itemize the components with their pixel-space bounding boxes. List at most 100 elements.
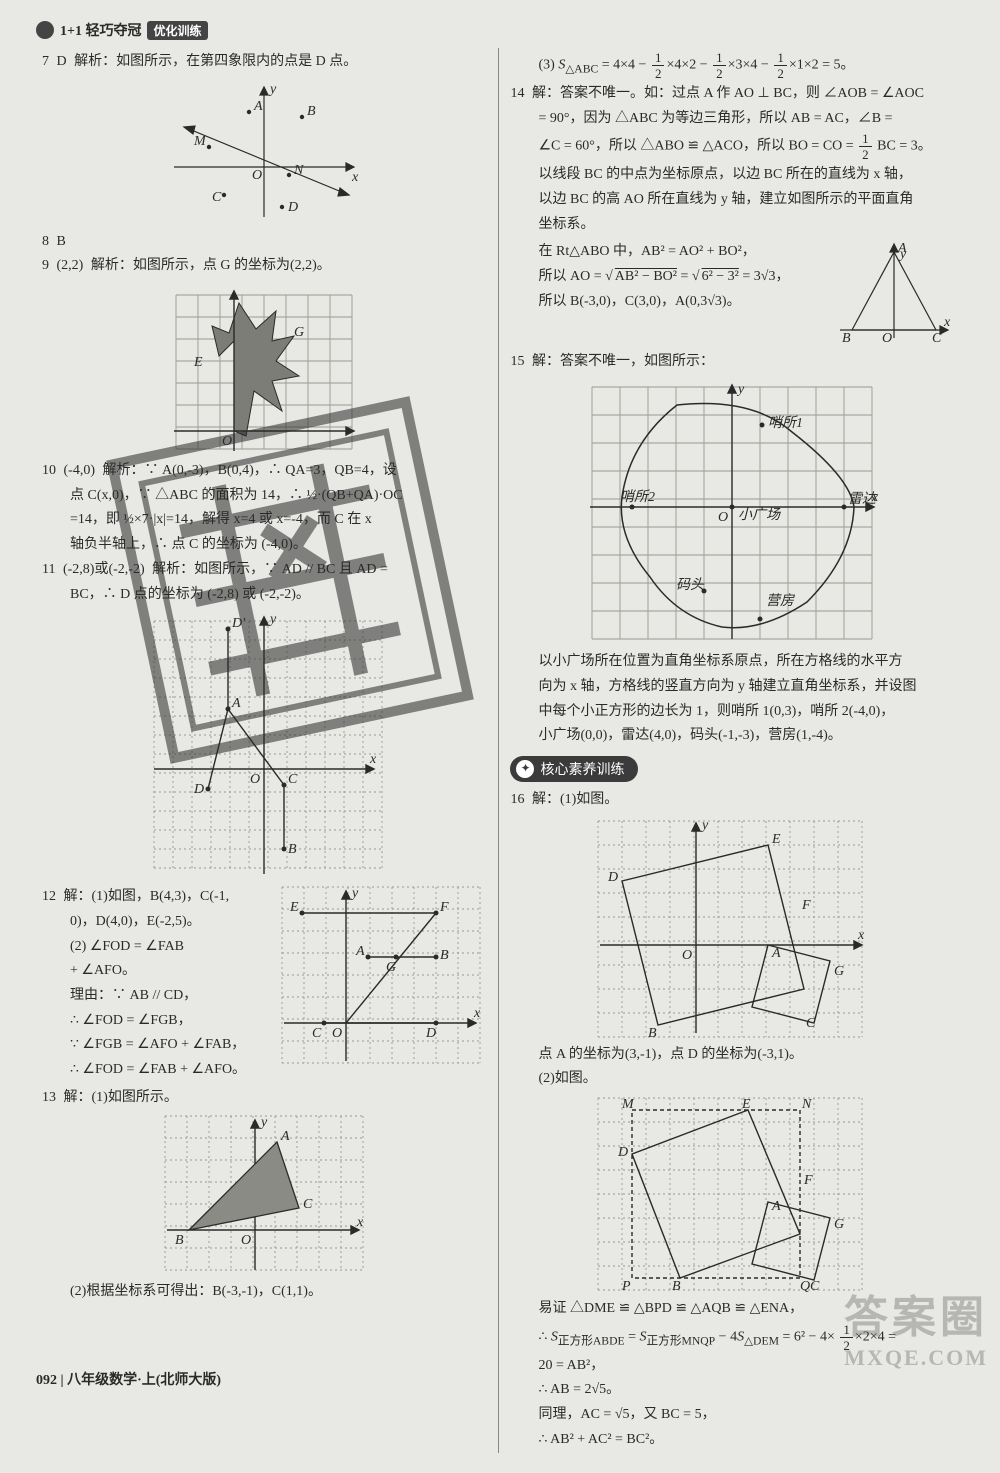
- svg-text:D': D': [231, 616, 246, 631]
- svg-text:哨所1: 哨所1: [768, 415, 803, 431]
- svg-text:E: E: [741, 1097, 751, 1112]
- svg-text:y: y: [700, 818, 709, 833]
- q12-l5: ∴ ∠FOD = ∠FGB，: [42, 1010, 266, 1032]
- q15-l2a: 以小广场所在位置为直角坐标系原点，所在方格线的水平方: [510, 651, 954, 673]
- svg-text:O: O: [222, 434, 232, 449]
- q12-l2: (2) ∠FOD = ∠FAB: [42, 936, 266, 958]
- q9-figure: O G E: [164, 281, 364, 456]
- brand-text: 1+1 轻巧夺冠: [60, 20, 141, 40]
- q12-l7: ∴ ∠FOD = ∠FAB + ∠AFO。: [42, 1059, 266, 1081]
- svg-text:M: M: [621, 1097, 635, 1112]
- svg-text:D: D: [425, 1026, 436, 1041]
- left-column: 7 D 解析：如图所示，在第四象限内的点是 D 点。 A B M N C D O: [36, 48, 492, 1453]
- q12-figure: E F A G B C D Oxy: [276, 883, 486, 1068]
- q14-l8: 所以 B(-3,0)，C(3,0)，A(0,3√3)。: [510, 291, 826, 313]
- svg-text:y: y: [736, 382, 745, 397]
- page-footer: 092 | 八年级数学·上(北师大版): [36, 1369, 221, 1389]
- svg-text:C: C: [932, 331, 942, 346]
- svg-text:M: M: [193, 134, 207, 149]
- svg-text:A: A: [231, 696, 241, 711]
- svg-text:小广场: 小广场: [738, 507, 781, 523]
- q13-figure: A B C Oxy: [159, 1112, 369, 1277]
- q7-num: 7: [42, 54, 49, 69]
- q7: 7 D 解析：如图所示，在第四象限内的点是 D 点。: [42, 51, 486, 73]
- q12-l6: ∵ ∠FGB = ∠AFO + ∠FAB，: [42, 1034, 266, 1056]
- right-column: (3) S△ABC = 4×4 − 12×4×2 − 12×3×4 − 12×1…: [504, 48, 960, 1453]
- svg-text:C: C: [212, 190, 222, 205]
- q13-l2: (2)根据坐标系可得出：B(-3,-1)，C(1,1)。: [42, 1281, 486, 1303]
- q15: 15 解：答案不唯一，如图所示：: [510, 351, 954, 373]
- svg-text:y: y: [268, 612, 277, 627]
- q14-l6: 在 Rt△ABO 中，AB² = AO² + BO²，: [510, 241, 826, 263]
- svg-text:O: O: [252, 168, 262, 183]
- page-header: 1+1 轻巧夺冠 优化训练: [36, 20, 960, 40]
- svg-text:F: F: [803, 1173, 813, 1188]
- q15-l2d: 小广场(0,0)，雷达(4,0)，码头(-1,-3)，营房(1,-4)。: [510, 725, 954, 747]
- q13c: (3) S△ABC = 4×4 − 12×4×2 − 12×3×4 − 12×1…: [510, 51, 954, 80]
- q16-num: 16: [510, 792, 524, 807]
- q11-num: 11: [42, 562, 55, 577]
- q11-ans: (-2,8)或(-2,-2): [63, 562, 145, 577]
- svg-text:G: G: [386, 960, 396, 975]
- svg-text:y: y: [259, 1115, 268, 1130]
- q16-mid: 点 A 的坐标为(3,-1)，点 D 的坐标为(-3,1)。: [510, 1044, 954, 1066]
- column-divider: [498, 48, 499, 1453]
- q12-l4: 理由：∵ AB // CD，: [42, 985, 266, 1007]
- svg-text:E: E: [193, 355, 203, 370]
- svg-text:x: x: [351, 170, 359, 185]
- section-badge: ✦ 核心素养训练: [510, 756, 638, 782]
- svg-text:O: O: [250, 772, 260, 787]
- svg-text:x: x: [871, 490, 879, 505]
- q16-l3e: 同理，AC = √5，又 BC = 5，: [510, 1404, 954, 1426]
- q14-figure: AB CO xy y: [834, 238, 954, 348]
- svg-text:D: D: [617, 1145, 628, 1160]
- q14-l2: ∠C = 60°，所以 △ABO ≌ △ACO，所以 BO = CO = 12 …: [510, 132, 954, 161]
- svg-text:E: E: [289, 900, 299, 915]
- q12-num: 12: [42, 889, 56, 904]
- q14-l5: 坐标系。: [510, 214, 954, 236]
- svg-text:A: A: [253, 99, 263, 114]
- q10-num: 10: [42, 463, 56, 478]
- q9: 9 (2,2) 解析：如图所示，点 G 的坐标为(2,2)。: [42, 255, 486, 277]
- q14-l0: 解：答案不唯一。如：过点 A 作 AO ⊥ BC，则 ∠AOB = ∠AOC: [532, 86, 924, 101]
- svg-text:x: x: [857, 928, 865, 943]
- svg-text:y: y: [268, 82, 277, 97]
- svg-text:A: A: [771, 1199, 781, 1214]
- q14: 14 解：答案不唯一。如：过点 A 作 AO ⊥ BC，则 ∠AOB = ∠AO…: [510, 83, 954, 105]
- q7-ans: D: [57, 54, 67, 69]
- svg-text:x: x: [473, 1006, 481, 1021]
- q16-l3b: ∴ S正方形ABDE = S正方形MNQP − 4S△DEM = 6² − 4×…: [510, 1323, 954, 1352]
- q8-ans: B: [57, 234, 66, 249]
- q11-l1: BC，∴ D 点的坐标为 (-2,8) 或 (-2,-2)。: [42, 584, 486, 606]
- q11-l0: 解析：如图所示，∵ AD // BC 且 AD =: [152, 562, 388, 577]
- q10-l0: 解析：∵ A(0,-3)，B(0,4)，∴ QA=3，QB=4，设: [103, 463, 397, 478]
- svg-text:G: G: [834, 964, 844, 979]
- svg-text:O: O: [241, 1233, 251, 1248]
- q16-figure2: MEN DF AG CQ BP: [592, 1094, 872, 1294]
- svg-text:B: B: [440, 948, 449, 963]
- q15-figure: 哨所1 哨所2 小广场 雷达 码头 营房 Oxy: [582, 377, 882, 647]
- q7-figure: A B M N C D Oxy: [154, 77, 374, 227]
- svg-text:B: B: [842, 331, 851, 346]
- q16-l1: 解：(1)如图。: [532, 792, 618, 807]
- q12-l0: 解：(1)如图，B(4,3)，C(-1,: [64, 889, 230, 904]
- q14-l4: 以边 BC 的高 AO 所在直线为 y 轴，建立如图所示的平面直角: [510, 189, 954, 211]
- q16-figure1: ED FA Oxy BCG: [592, 815, 872, 1040]
- q10: 10 (-4,0) 解析：∵ A(0,-3)，B(0,4)，∴ QA=3，QB=…: [42, 460, 486, 482]
- q11-figure: D' A C D B Oxy: [144, 609, 384, 879]
- svg-text:B: B: [672, 1279, 681, 1294]
- svg-text:x: x: [356, 1215, 364, 1230]
- q13: 13 解：(1)如图所示。: [42, 1087, 486, 1109]
- q10-ans: (-4,0): [64, 463, 96, 478]
- q15-l1: 解：答案不唯一，如图所示：: [532, 354, 714, 369]
- q16-l3d: ∴ AB = 2√5。: [510, 1379, 954, 1401]
- q16-l2: (2)如图。: [510, 1068, 954, 1090]
- q12: 12 解：(1)如图，B(4,3)，C(-1,: [42, 886, 266, 908]
- svg-text:B: B: [307, 104, 316, 119]
- q12-l1: 0)，D(4,0)，E(-2,5)。: [42, 911, 266, 933]
- brand-sub: 优化训练: [147, 21, 207, 40]
- q14-num: 14: [510, 86, 524, 101]
- svg-text:O: O: [882, 331, 892, 346]
- svg-text:B: B: [175, 1233, 184, 1248]
- q15-num: 15: [510, 354, 524, 369]
